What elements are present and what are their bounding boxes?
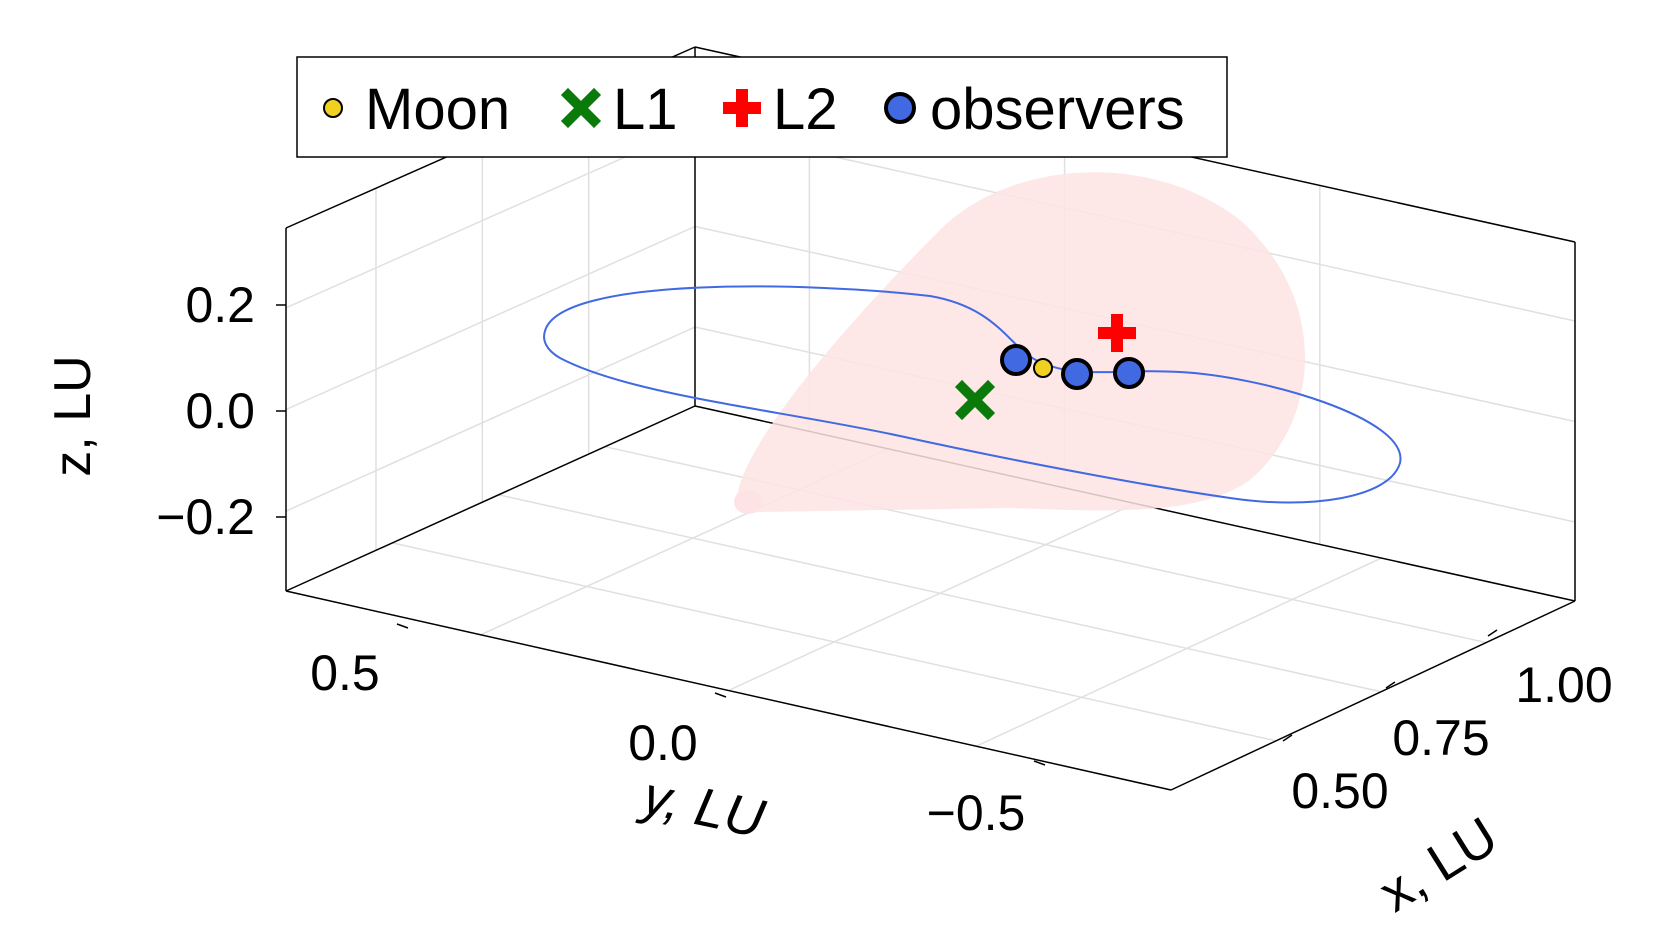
axis-edge [285,405,696,592]
legend-observers-marker [884,92,916,124]
legend-label-moon: Moon [365,77,510,142]
x-tick-label: 1.00 [1515,657,1612,713]
cone-shape [734,172,1305,513]
y-tick-label: 0.5 [310,645,380,701]
axis-front-edges [285,590,1576,791]
l2-point [1098,314,1136,352]
axis-edge [285,590,1172,791]
legend-label-l1: L1 [613,77,678,142]
moon-point [1033,358,1053,378]
y-tick-label: −0.5 [927,785,1026,841]
cone-tip [734,490,762,514]
y-ticks: 0.5 0.0 −0.5 [310,623,1046,841]
legend-box [296,56,1228,158]
observer-point [1000,344,1032,376]
grid-line [728,502,1136,692]
axis-edge [1170,600,1576,791]
legend-moon-marker [323,98,343,118]
z-tick-label: 0.0 [185,383,255,439]
grid-line [975,557,1382,747]
x-axis-label: x, LU [1369,806,1508,924]
grid-line [285,326,696,512]
y-tick-label: 0.0 [628,715,698,771]
orbit-line [543,285,1402,504]
legend: Moon L1 L2 observers [296,56,1228,158]
x-ticks: 0.50 0.75 1.00 [1282,629,1613,819]
z-ticks: 0.2 0.0 −0.2 [156,277,286,545]
z-axis-label: z, LU [44,355,102,476]
x-tick-label: 0.75 [1392,710,1489,766]
y-axis-label: y, LU [634,765,771,850]
x-tick-label: 0.50 [1291,763,1388,819]
l1-point [954,379,996,421]
legend-l1-marker [560,87,602,129]
grid-line [285,225,696,411]
z-tick-label: 0.2 [185,277,255,333]
observer-point [1061,358,1093,390]
legend-l2-marker [723,89,761,127]
legend-label-l2: L2 [773,77,838,142]
observer-point [1113,357,1145,389]
legend-label-observers: observers [930,77,1185,142]
z-tick-label: −0.2 [156,489,255,545]
cone-surface [734,172,1305,514]
